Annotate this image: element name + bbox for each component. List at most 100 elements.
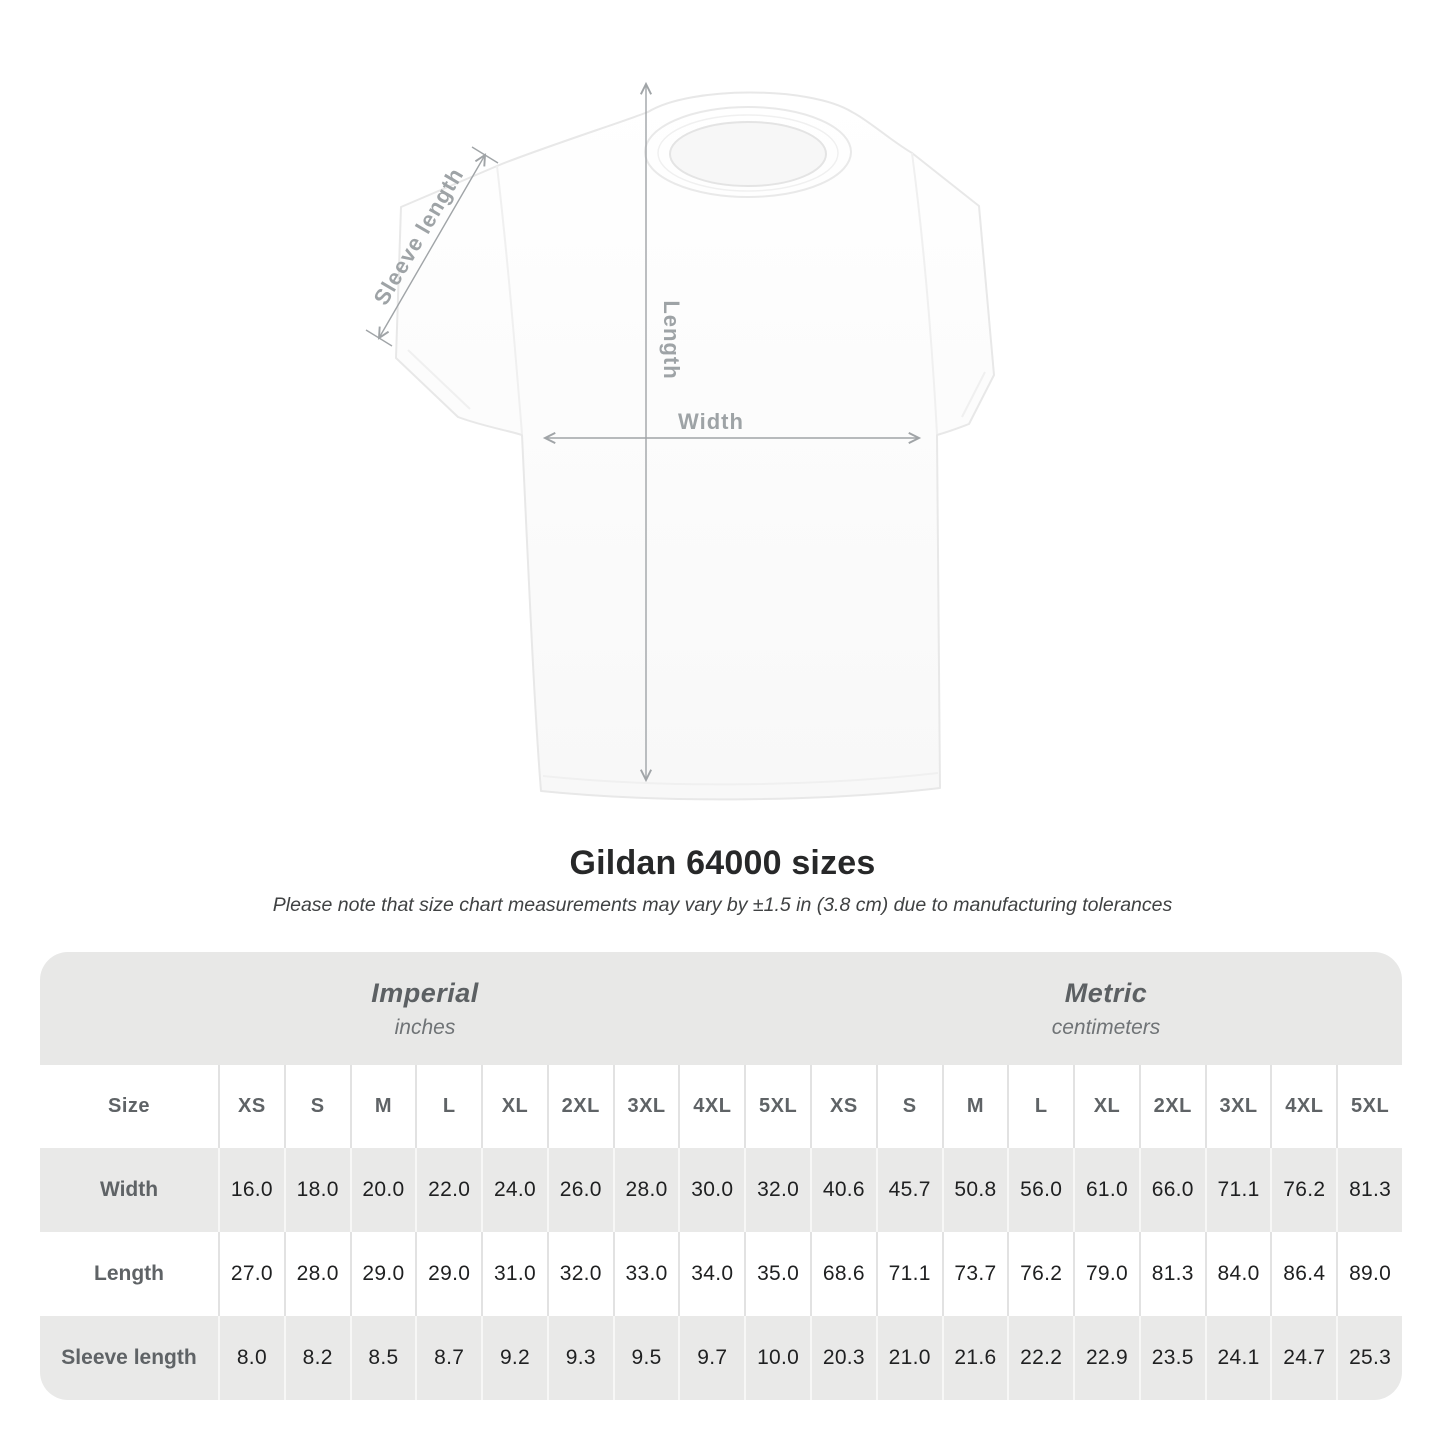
value-cell-metric: 61.0 [1073,1148,1139,1232]
value-cell-imperial: 8.5 [349,1316,416,1400]
length-label: Length [659,300,684,379]
dimension-lines [365,81,922,783]
value-cell-imperial: 33.0 [612,1232,679,1316]
imperial-unit: inches [394,1015,456,1039]
size-header-imperial-2xl: 2XL [546,1065,613,1148]
size-column-header: Size [40,1065,218,1148]
metric-title: Metric [1064,977,1148,1008]
size-header-metric-xl: XL [1073,1065,1139,1148]
value-cell-imperial: 26.0 [546,1148,613,1232]
value-cell-metric: 76.2 [1007,1232,1074,1316]
size-header-imperial-l: L [415,1065,482,1148]
value-cell-metric: 24.1 [1204,1316,1271,1400]
size-header-metric-4xl: 4XL [1270,1065,1337,1148]
value-cell-imperial: 9.2 [481,1316,547,1400]
metric-section-header: Metric centimeters [810,952,1402,1065]
sleeve-tick-bottom [365,329,393,347]
value-cell-imperial: 22.0 [415,1148,482,1232]
value-cell-imperial: 30.0 [678,1148,745,1232]
value-cell-metric: 45.7 [875,1148,942,1232]
value-cell-metric: 56.0 [1007,1148,1074,1232]
value-cell-metric: 25.3 [1336,1316,1402,1400]
value-cell-metric: 86.4 [1270,1232,1337,1316]
row-label: Sleeve length [40,1316,218,1400]
size-header-metric-xs: XS [810,1065,876,1148]
value-cell-metric: 21.6 [941,1316,1008,1400]
value-cell-metric: 81.3 [1336,1148,1402,1232]
value-cell-imperial: 29.0 [415,1232,482,1316]
value-cell-metric: 68.6 [810,1232,876,1316]
bottom-hem-seam [542,772,939,786]
collar-inner [669,121,827,187]
size-header-imperial-s: S [283,1065,350,1148]
value-cell-metric: 21.0 [875,1316,942,1400]
value-cell-metric: 22.2 [1007,1316,1074,1400]
size-header-imperial-5xl: 5XL [744,1065,810,1148]
value-cell-metric: 20.3 [810,1316,876,1400]
size-header-metric-m: M [941,1065,1008,1148]
value-cell-imperial: 32.0 [546,1232,613,1316]
value-cell-imperial: 29.0 [349,1232,416,1316]
size-header-metric-2xl: 2XL [1138,1065,1205,1148]
value-cell-metric: 66.0 [1138,1148,1205,1232]
right-sleeve-seam [911,152,938,435]
value-cell-imperial: 16.0 [218,1148,284,1232]
sleeve-dimension-line [377,153,487,340]
left-sleeve-seam [496,165,523,435]
imperial-section-header: Imperial inches [40,952,810,1065]
value-cell-metric: 79.0 [1073,1232,1139,1316]
size-header-imperial-xl: XL [481,1065,547,1148]
tolerance-note: Please note that size chart measurements… [272,894,1173,916]
collar-mid [657,114,839,192]
tshirt-body [395,91,995,801]
value-cell-metric: 23.5 [1138,1316,1205,1400]
size-header-imperial-xs: XS [218,1065,284,1148]
value-cell-metric: 81.3 [1138,1232,1205,1316]
value-cell-metric: 24.7 [1270,1316,1337,1400]
value-cell-metric: 84.0 [1204,1232,1271,1316]
value-cell-imperial: 28.0 [283,1232,350,1316]
tshirt-shape [395,91,995,801]
value-cell-imperial: 34.0 [678,1232,745,1316]
value-cell-metric: 50.8 [941,1148,1008,1232]
value-cell-imperial: 31.0 [481,1232,547,1316]
value-cell-imperial: 27.0 [218,1232,284,1316]
size-header-metric-s: S [875,1065,942,1148]
value-cell-imperial: 35.0 [744,1232,810,1316]
row-label: Length [40,1232,218,1316]
value-cell-metric: 76.2 [1270,1148,1337,1232]
value-cell-imperial: 24.0 [481,1148,547,1232]
value-cell-imperial: 8.2 [283,1316,350,1400]
row-label: Width [40,1148,218,1232]
value-cell-imperial: 32.0 [744,1148,810,1232]
size-header-metric-5xl: 5XL [1336,1065,1402,1148]
value-cell-imperial: 8.7 [415,1316,482,1400]
value-cell-imperial: 8.0 [218,1316,284,1400]
value-cell-imperial: 9.7 [678,1316,745,1400]
value-cell-imperial: 20.0 [349,1148,416,1232]
imperial-title: Imperial [371,977,479,1008]
right-sleeve-hem [961,371,986,418]
size-header-imperial-3xl: 3XL [612,1065,679,1148]
value-cell-metric: 73.7 [941,1232,1008,1316]
size-header-metric-3xl: 3XL [1204,1065,1271,1148]
tshirt-diagram: Sleeve length Length Width [365,81,995,801]
metric-unit: centimeters [1051,1015,1161,1039]
sleeve-tick-top [471,146,499,164]
width-label: Width [678,409,744,434]
size-header-metric-l: L [1007,1065,1074,1148]
value-cell-metric: 71.1 [875,1232,942,1316]
value-cell-metric: 22.9 [1073,1316,1139,1400]
value-cell-imperial: 18.0 [283,1148,350,1232]
value-cell-imperial: 9.3 [546,1316,613,1400]
size-table: Imperial inches Metric centimeters Size X… [40,952,1402,1400]
left-sleeve-hem [407,349,471,410]
value-cell-imperial: 9.5 [612,1316,679,1400]
value-cell-metric: 71.1 [1204,1148,1271,1232]
value-cell-metric: 89.0 [1336,1232,1402,1316]
size-header-imperial-4xl: 4XL [678,1065,745,1148]
page-title: Gildan 64000 sizes [569,844,876,882]
size-header-imperial-m: M [349,1065,416,1148]
value-cell-imperial: 28.0 [612,1148,679,1232]
